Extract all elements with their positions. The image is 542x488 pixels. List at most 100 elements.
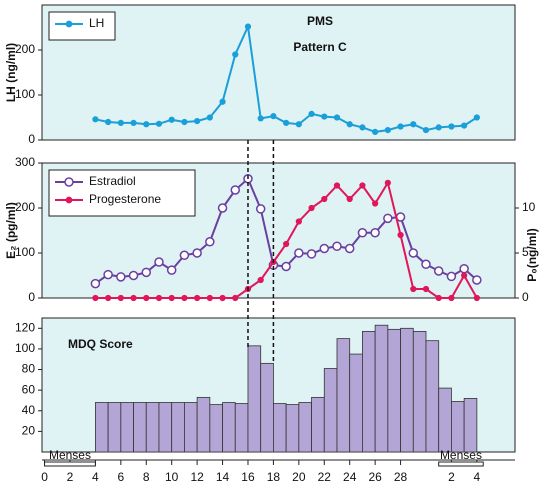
data-point	[448, 123, 455, 130]
data-point	[295, 121, 302, 128]
x-tick-label: 28	[394, 470, 408, 484]
data-point	[217, 203, 228, 213]
data-point	[397, 231, 404, 239]
y2-tick-label: 0	[522, 290, 529, 304]
data-point	[384, 127, 391, 134]
y-tick-label: 120	[15, 320, 35, 334]
data-point	[321, 195, 328, 203]
data-point	[230, 185, 241, 195]
data-point	[408, 248, 419, 258]
bar	[425, 340, 440, 453]
data-point	[372, 200, 379, 207]
y-axis-label: LH (ng/ml)	[4, 43, 18, 102]
legend-marker	[65, 196, 73, 204]
data-point	[181, 118, 188, 126]
data-point	[332, 241, 342, 251]
data-point	[461, 272, 468, 279]
data-point	[257, 276, 264, 284]
x-tick-label: 24	[343, 470, 357, 484]
y-tick-label: 0	[28, 132, 35, 146]
data-point	[128, 270, 139, 281]
bar	[133, 402, 147, 453]
legend-label: LH	[89, 16, 104, 30]
x-tick-label: 0	[41, 470, 48, 484]
data-point	[117, 294, 124, 302]
data-point	[130, 119, 137, 127]
bar	[209, 404, 223, 453]
chart-title: PMS	[307, 14, 333, 28]
data-point	[232, 294, 239, 302]
x-tick-label: 20	[292, 470, 306, 484]
y-tick-label: 100	[15, 245, 35, 259]
y-tick-label: 100	[15, 87, 35, 101]
y-axis-label: E₂ (pg/ml)	[4, 202, 18, 259]
data-point	[154, 257, 164, 267]
data-point	[359, 182, 366, 189]
data-point	[333, 114, 341, 121]
legend-box	[48, 169, 196, 217]
data-point	[435, 294, 442, 302]
data-point	[244, 23, 252, 30]
data-point	[143, 121, 150, 128]
data-point	[219, 294, 226, 302]
data-point	[206, 294, 213, 302]
x-tick-label: 2	[67, 470, 74, 484]
data-point	[257, 115, 264, 122]
data-point	[384, 179, 391, 186]
y-tick-label: 20	[22, 424, 36, 438]
legend-label: Estradiol	[89, 174, 136, 188]
data-point	[166, 265, 177, 275]
data-point	[333, 182, 341, 189]
data-point	[294, 248, 304, 258]
data-point	[270, 113, 277, 120]
bar	[184, 402, 198, 453]
data-point	[194, 118, 201, 125]
data-point	[446, 271, 457, 282]
x-tick-label: 2	[448, 470, 455, 484]
data-point	[92, 294, 99, 302]
chart-subtitle: Pattern C	[293, 40, 347, 54]
data-point	[90, 278, 101, 289]
data-point	[472, 275, 482, 285]
data-point	[283, 119, 290, 127]
data-point	[473, 294, 480, 302]
bar	[285, 404, 300, 453]
data-point	[206, 114, 213, 121]
x-tick-label: 8	[143, 470, 150, 484]
y-tick-label: 40	[22, 403, 36, 417]
data-point	[306, 249, 317, 259]
data-point	[319, 243, 330, 254]
x-tick-label: 4	[474, 470, 481, 484]
data-point	[181, 294, 188, 302]
data-point	[283, 240, 290, 248]
data-point	[410, 285, 417, 293]
y-tick-label: 200	[15, 200, 35, 214]
data-point	[435, 124, 442, 131]
x-tick-label: 22	[318, 470, 332, 484]
x-tick-label: 18	[267, 470, 281, 484]
data-point	[130, 294, 137, 302]
y-tick-label: 0	[28, 290, 35, 304]
x-tick-label: 4	[92, 470, 99, 484]
data-point	[346, 121, 353, 128]
y2-tick-label: 5	[522, 245, 529, 259]
bar	[196, 396, 211, 453]
data-point	[232, 51, 239, 58]
x-tick-label: 6	[117, 470, 124, 484]
data-point	[448, 294, 455, 302]
plot-background	[41, 4, 516, 141]
data-point	[421, 259, 431, 269]
bar	[171, 402, 185, 453]
data-point	[346, 195, 353, 203]
data-point	[359, 124, 366, 131]
data-point	[372, 128, 379, 135]
bar	[412, 330, 427, 453]
data-point	[205, 237, 215, 247]
bar	[400, 327, 414, 453]
bar	[158, 402, 173, 453]
x-tick-label: 14	[216, 470, 230, 484]
bar	[234, 403, 249, 453]
y-tick-label: 300	[15, 155, 35, 169]
data-point	[281, 261, 291, 272]
